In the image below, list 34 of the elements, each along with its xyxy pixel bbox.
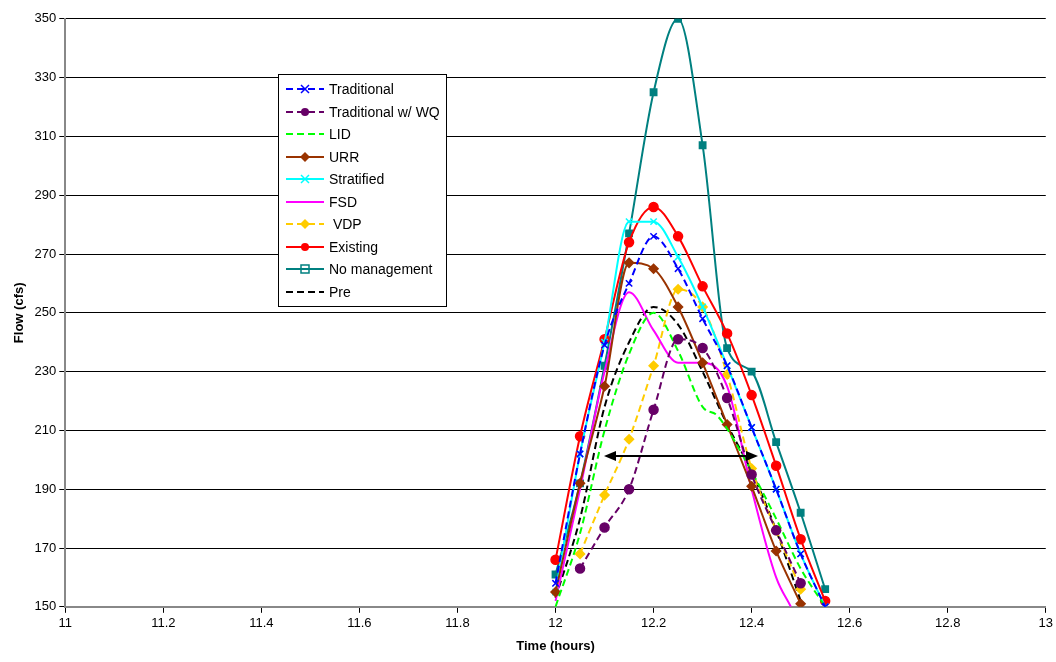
y-tick-label: 150 — [34, 598, 57, 614]
legend-label: URR — [329, 147, 360, 167]
x-axis-title: Time (hours) — [516, 637, 595, 653]
legend-label: Stratified — [329, 170, 385, 189]
legend-label: No management — [329, 260, 433, 279]
x-tick-label: 11.8 — [445, 615, 470, 631]
legend-label: Existing — [329, 237, 379, 257]
y-tick-label: 310 — [34, 127, 57, 143]
y-tick-label: 270 — [34, 245, 57, 261]
y-tick-label: 190 — [34, 480, 57, 496]
x-tick-label: 12.8 — [935, 615, 961, 631]
y-tick-label: 210 — [34, 421, 57, 437]
x-tick-label: 11 — [58, 615, 73, 631]
y-tick-label: 250 — [34, 304, 57, 320]
y-tick-label: 330 — [34, 69, 57, 85]
x-tick-label: 12.2 — [640, 615, 667, 631]
legend-label: LID — [329, 125, 351, 144]
legend-label: Traditional w/ WQ — [329, 102, 440, 122]
x-tick-label: 13 — [1038, 615, 1053, 631]
x-tick-label: 11.6 — [347, 615, 372, 631]
legend-label: Pre — [329, 282, 351, 302]
y-axis-title: Flow (cfs) — [11, 282, 27, 344]
legend-label: Traditional — [329, 80, 394, 99]
x-tick-label: 11.2 — [151, 615, 176, 631]
x-tick-label: 11.4 — [249, 615, 274, 631]
y-tick-label: 290 — [34, 186, 57, 202]
x-tick-label: 12 — [548, 615, 563, 631]
x-tick-label: 12.6 — [837, 615, 863, 631]
legend-label: VDP — [331, 215, 362, 234]
legend-label: FSD — [329, 192, 357, 212]
x-tick-label: 12.4 — [738, 615, 765, 631]
y-tick-label: 230 — [34, 363, 57, 379]
y-tick-label: 350 — [34, 10, 57, 26]
y-tick-label: 170 — [34, 539, 57, 555]
